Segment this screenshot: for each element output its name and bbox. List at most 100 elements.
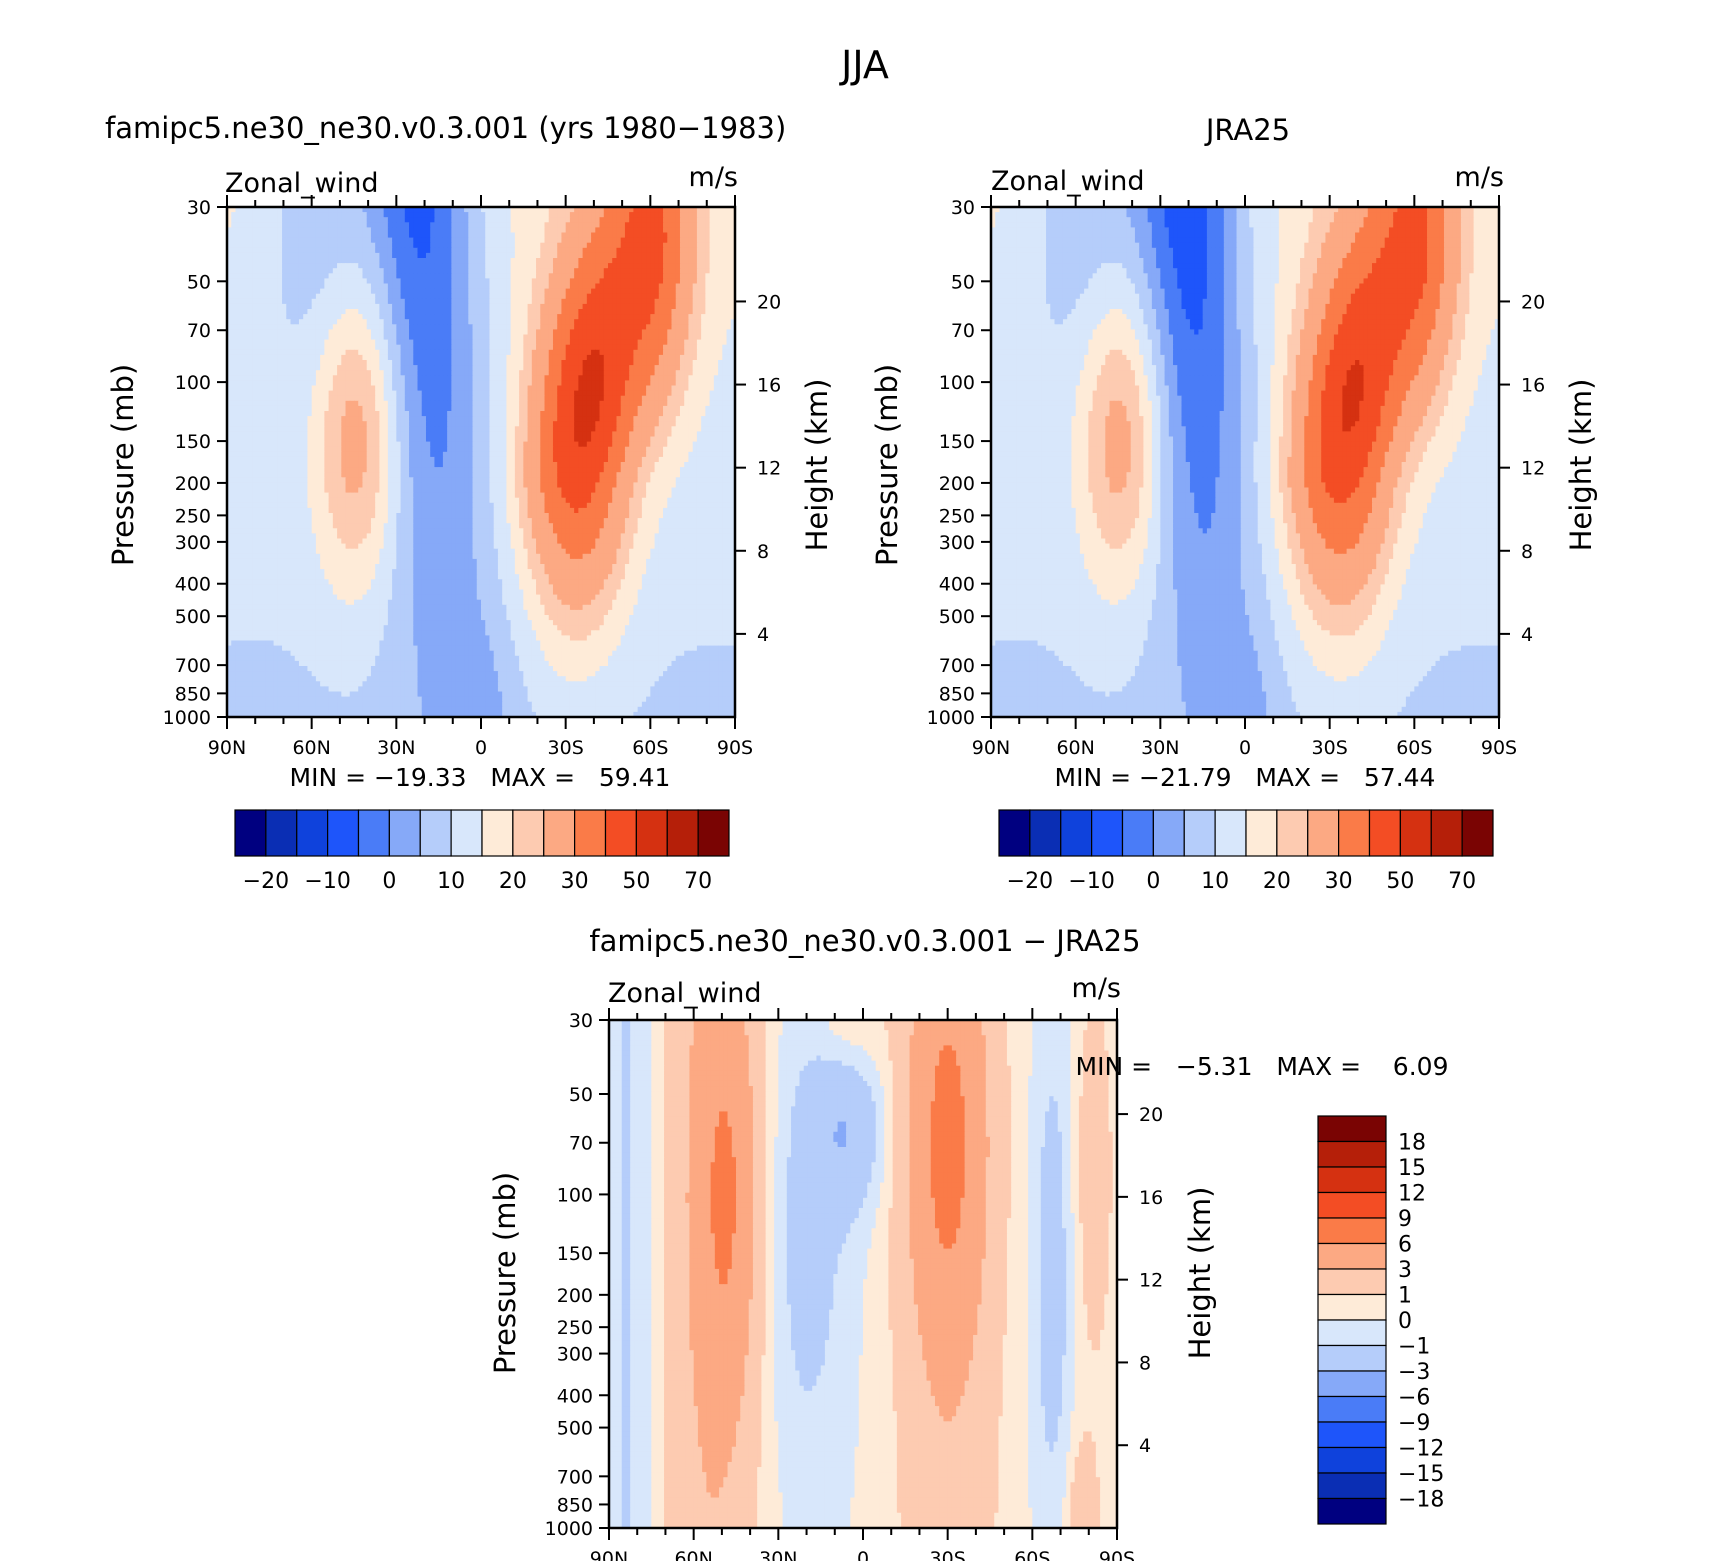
contour-cell [510,247,516,254]
contour-cell [231,344,237,351]
contour-cell [722,237,728,244]
contour-cell [349,339,355,346]
contour-cell [256,298,262,305]
contour-cell [722,303,728,310]
contour-cell [290,375,296,381]
contour-cell [248,411,253,417]
contour-cell [603,207,609,213]
contour-cell [531,237,537,244]
contour-cell [243,217,249,223]
contour-cell [633,365,639,371]
contour-cell [332,298,338,305]
contour-cell [235,303,241,310]
contour-cell [239,252,245,259]
contour-cell [341,207,347,213]
contour-cell [675,354,681,361]
contour-cell [472,339,478,346]
contour-cell [552,339,558,346]
contour-cell [684,242,690,249]
contour-cell [633,288,639,295]
contour-cell [730,375,735,381]
contour-cell [709,212,715,218]
contour-cell [667,237,673,244]
contour-cell [370,303,376,310]
contour-cell [646,390,651,397]
contour-cell [358,385,364,392]
contour-cell [341,314,347,320]
contour-cell [438,237,444,244]
contour-cell [324,212,330,218]
contour-cell [506,339,512,346]
contour-cell [328,395,334,402]
contour-cell [679,405,685,412]
contour-cell [413,303,419,310]
contour-cell [379,411,385,417]
contour-cell [675,252,681,259]
contour-cell [497,344,503,351]
contour-cell [684,360,690,366]
contour-cell [409,303,414,310]
contour-cell [231,278,237,285]
contour-cell [544,339,550,346]
contour-cell [260,283,266,290]
contour-cell [265,252,270,259]
contour-cell [286,400,292,407]
contour-cell [430,252,436,259]
contour-cell [569,349,575,356]
contour-cell [722,309,728,315]
contour-cell [235,385,241,392]
contour-cell [569,339,575,346]
contour-cell [400,207,406,213]
contour-cell [337,258,342,264]
contour-cell [502,400,507,407]
contour-cell [726,212,732,218]
contour-cell [315,334,321,341]
contour-cell [519,309,524,315]
contour-cell [722,278,728,285]
contour-cell [679,207,685,213]
contour-cell [404,207,410,213]
contour-cell [675,242,681,249]
contour-cell [472,247,478,254]
contour-cell [358,222,364,228]
contour-cell [688,232,694,239]
contour-cell [603,329,609,336]
contour-cell [718,263,723,269]
contour-cell [586,370,592,376]
contour-cell [417,288,423,295]
contour-cell [506,278,512,285]
contour-cell [654,370,660,376]
contour-cell [608,319,613,325]
contour-cell [311,365,317,371]
contour-cell [565,232,571,239]
contour-cell [282,395,287,402]
contour-cell [679,303,685,310]
contour-cell [557,263,563,269]
contour-cell [320,339,325,346]
contour-cell [548,334,554,341]
contour-cell [354,314,359,320]
contour-cell [252,303,258,310]
contour-cell [438,344,444,351]
contour-cell [256,288,262,295]
contour-cell [243,365,249,371]
contour-cell [671,354,677,361]
contour-cell [468,232,474,239]
contour-cell [540,314,546,320]
contour-cell [472,242,478,249]
contour-cell [345,309,351,315]
contour-cell [370,222,376,228]
contour-cell [616,237,622,244]
contour-cell [548,370,554,376]
contour-cell [705,349,711,356]
contour-cell [298,207,304,213]
contour-cell [595,375,601,381]
contour-cell [303,319,309,325]
contour-cell [684,411,690,417]
contour-cell [705,303,711,310]
contour-cell [358,400,364,407]
contour-cell [641,354,647,361]
contour-cell [506,293,512,300]
contour-cell [396,405,402,412]
contour-cell [277,314,283,320]
